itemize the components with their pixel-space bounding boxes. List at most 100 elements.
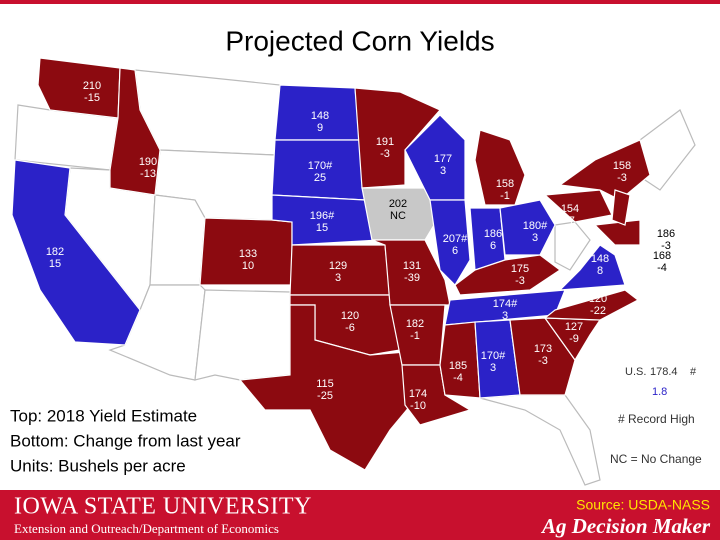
state-estimate: 207# [443,233,468,245]
state-shape [37,57,121,119]
state-change: 6 [490,240,496,252]
state-change: NC [390,210,406,222]
footer-bar [0,490,720,540]
brand: Ag Decision Maker [540,514,711,538]
state-change: 6 [452,245,458,257]
state-change: -13 [140,168,156,180]
state-estimate: 177 [434,153,452,165]
state-shape [543,289,640,321]
state-shape [238,304,416,471]
state-estimate: 170# [308,160,333,172]
state-estimate: 170# [481,350,506,362]
state-change: 3 [532,232,538,244]
state-estimate: 120 [341,310,359,322]
state-change: 3 [440,165,446,177]
state-change: 25 [314,172,326,184]
state-change: 9 [317,122,323,134]
state-shape [404,114,466,201]
state-shape [361,187,441,241]
us-mark: # [690,366,697,378]
state-estimate: 210 [83,80,101,92]
record-high-note: # Record High [618,412,695,426]
state-shape [554,221,591,271]
state-change: -3 [661,240,671,252]
note-line: Bottom: Change from last year [10,431,241,450]
state-estimate: 182 [46,246,64,258]
state-shape [499,199,556,256]
state-estimate: 174# [493,298,518,310]
university: IOWA STATE UNIVERSITY [14,494,312,520]
note-line: Top: 2018 Yield Estimate [10,406,197,425]
state-change: 10 [242,260,254,272]
state-estimate: 168 [653,250,671,262]
state-estimate: 154 [561,203,579,215]
state-shape [429,199,471,286]
us-estimate: 178.4 [650,366,678,378]
state-estimate: 190 [139,156,157,168]
state-change: -25 [317,390,333,402]
state-estimate: 148 [311,110,329,122]
state-change: 15 [49,258,61,270]
state-change: 3 [490,362,496,374]
state-estimate: 174 [409,388,427,400]
source: Source: USDA-NASS [576,497,710,513]
states [11,57,696,486]
state-shape [558,244,626,291]
state-shape [11,159,141,346]
state-estimate: 127 [565,321,583,333]
state-estimate: 133 [239,248,257,260]
state-estimate: 158 [496,178,514,190]
state-change: -1 [500,190,510,202]
state-change: -3 [538,355,548,367]
state-labels: 210-15190-1318215133101489170#25196#1512… [46,80,675,412]
state-estimate: 202 [389,198,407,210]
no-change-note: NC = No Change [610,452,702,466]
state-estimate: 196# [310,210,335,222]
state-estimate: 175 [511,263,529,275]
state-change: -4 [453,372,463,384]
state-estimate: 158 [613,160,631,172]
state-shape [439,321,481,399]
title: Projected Corn Yields [225,25,494,56]
state-change: -3 [515,275,525,287]
state-shape [558,139,651,201]
state-estimate: 186 [657,228,675,240]
state-shape [479,394,601,486]
us-label: U.S. [625,366,646,378]
state-shape [611,189,631,226]
state-change: -3 [617,172,627,184]
state-change: 3 [335,272,341,284]
department: Extension and Outreach/Department of Eco… [14,521,279,536]
state-shape [454,254,562,296]
state-estimate: 186 [484,228,502,240]
state-shape [194,289,291,381]
state-estimate: 120 [589,293,607,305]
state-shape [593,219,641,246]
state-estimate: 191 [376,136,394,148]
state-change: -4 [657,262,667,274]
state-shape [149,194,206,286]
state-estimate: 185 [449,360,467,372]
state-estimate: 182 [406,318,424,330]
us-change: 1.8 [652,386,667,398]
state-change: -6 [345,322,355,334]
state-change: -22 [590,305,606,317]
state-change: -3 [380,148,390,160]
state-estimate: 131 [403,260,421,272]
state-change: -39 [404,272,420,284]
state-shape [639,109,696,191]
state-change: -7 [565,215,575,227]
state-change: -9 [569,333,579,345]
state-shape [109,67,161,196]
state-estimate: 115 [316,378,334,390]
state-estimate: 173 [534,343,552,355]
state-change: -15 [84,92,100,104]
state-estimate: 148 [591,253,609,265]
state-change: 15 [316,222,328,234]
state-change: 8 [597,265,603,277]
state-estimate: 180# [523,220,548,232]
state-change: 3 [502,310,508,322]
state-estimate: 129 [329,260,347,272]
top-bar [0,0,720,4]
